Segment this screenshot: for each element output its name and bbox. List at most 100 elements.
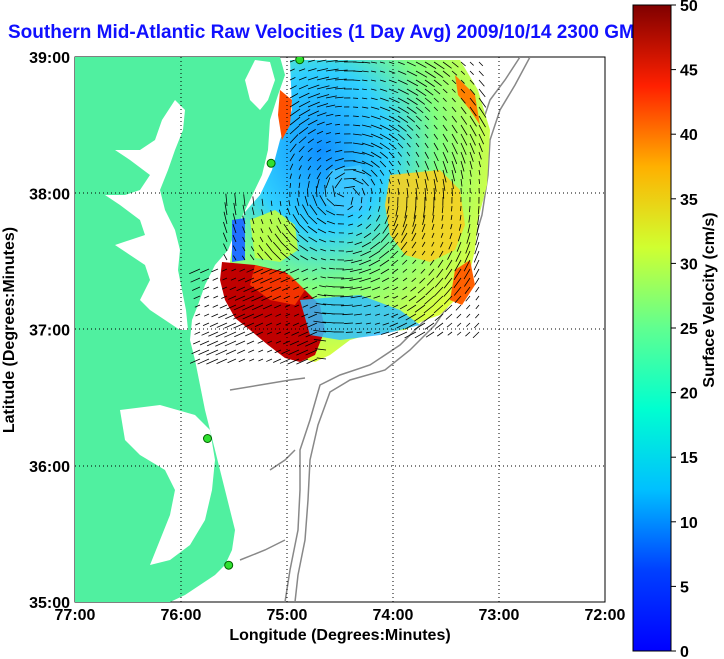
velocity-vector xyxy=(289,232,300,243)
velocity-vector xyxy=(304,195,309,207)
velocity-vector xyxy=(311,295,318,299)
velocity-vector xyxy=(274,304,282,309)
velocity-vector xyxy=(415,169,420,179)
velocity-vector xyxy=(445,259,453,270)
velocity-vector xyxy=(235,340,246,346)
velocity-vector xyxy=(208,331,219,337)
velocity-vector xyxy=(352,304,363,307)
velocity-vector xyxy=(316,148,322,153)
velocity-vector xyxy=(361,124,372,128)
velocity-vector xyxy=(449,232,453,240)
velocity-vector xyxy=(268,227,273,234)
velocity-vector xyxy=(316,157,322,162)
velocity-vector xyxy=(201,277,210,282)
velocity-vector xyxy=(406,88,419,96)
velocity-vector xyxy=(316,76,330,81)
velocity-vector xyxy=(296,358,309,365)
velocity-vector xyxy=(309,304,318,309)
velocity-vector xyxy=(444,268,453,280)
velocity-vector xyxy=(223,243,228,252)
velocity-vector xyxy=(222,286,228,290)
velocity-vector xyxy=(298,234,309,243)
velocity-vector xyxy=(380,331,390,335)
velocity-vector xyxy=(397,160,402,166)
x-axis-label: Longitude (Degrees:Minutes) xyxy=(229,627,450,644)
velocity-vector xyxy=(460,61,466,67)
velocity-vector xyxy=(234,331,246,338)
colorbar-tick-label: 50 xyxy=(680,0,698,15)
velocity-vector xyxy=(406,79,419,87)
velocity-vector xyxy=(424,97,432,104)
velocity-vector xyxy=(433,178,437,192)
velocity-vector xyxy=(478,151,482,160)
velocity-vector xyxy=(411,232,417,242)
velocity-vector xyxy=(380,268,390,275)
velocity-vector xyxy=(424,79,435,88)
velocity-vector xyxy=(307,68,317,72)
velocity-vector xyxy=(347,205,354,211)
velocity-vector xyxy=(262,304,273,310)
velocity-vector xyxy=(451,178,454,189)
velocity-vector xyxy=(316,121,325,126)
velocity-vector xyxy=(325,210,336,216)
velocity-vector xyxy=(460,97,466,104)
velocity-vector xyxy=(320,248,327,252)
velocity-vector xyxy=(415,79,428,88)
velocity-vector xyxy=(289,143,297,153)
velocity-vector xyxy=(312,286,318,290)
velocity-vector xyxy=(478,115,486,128)
velocity-vector xyxy=(261,198,264,207)
velocity-vector xyxy=(397,124,407,132)
velocity-vector xyxy=(237,349,246,354)
velocity-vector xyxy=(469,88,476,96)
velocity-vector xyxy=(431,241,435,247)
velocity-vector xyxy=(467,223,471,234)
velocity-vector xyxy=(373,331,381,334)
velocity-vector xyxy=(280,277,291,283)
velocity-vector xyxy=(325,59,338,63)
velocity-vector xyxy=(361,187,366,196)
velocity-vector xyxy=(469,205,471,213)
velocity-vector xyxy=(383,286,390,291)
velocity-vector xyxy=(306,322,318,328)
velocity-vector xyxy=(241,255,246,261)
velocity-vector xyxy=(424,160,430,170)
velocity-vector xyxy=(388,169,392,175)
velocity-vector xyxy=(424,70,436,79)
velocity-vector xyxy=(242,226,246,234)
velocity-vector xyxy=(469,79,475,85)
velocity-vector xyxy=(311,268,318,272)
velocity-vector xyxy=(317,206,327,216)
velocity-vector xyxy=(388,160,394,167)
velocity-vector xyxy=(478,79,485,87)
velocity-vector xyxy=(406,151,411,157)
velocity-vector xyxy=(406,115,416,123)
velocity-vector xyxy=(246,340,255,345)
velocity-vector xyxy=(436,268,444,278)
velocity-vector xyxy=(396,322,408,329)
velocity-vector xyxy=(298,244,309,252)
velocity-vector xyxy=(361,61,371,64)
velocity-vector xyxy=(330,249,336,252)
velocity-vector xyxy=(433,70,444,78)
velocity-vector xyxy=(352,151,365,155)
velocity-vector xyxy=(238,277,246,282)
velocity-vector xyxy=(216,358,228,365)
velocity-vector xyxy=(275,313,282,317)
velocity-vector xyxy=(352,250,363,255)
velocity-vector xyxy=(289,68,295,72)
velocity-vector xyxy=(279,201,282,207)
velocity-vector xyxy=(386,205,390,215)
velocity-vector xyxy=(254,322,264,327)
radar-station-marker xyxy=(266,158,276,168)
velocity-vector xyxy=(206,349,219,356)
velocity-vector xyxy=(194,304,201,308)
velocity-vector xyxy=(412,259,417,265)
velocity-vector xyxy=(305,349,318,356)
velocity-vector xyxy=(424,88,434,96)
velocity-vector xyxy=(371,232,381,241)
velocity-vector xyxy=(415,124,421,130)
velocity-vector xyxy=(334,158,344,162)
velocity-vector xyxy=(425,286,435,296)
